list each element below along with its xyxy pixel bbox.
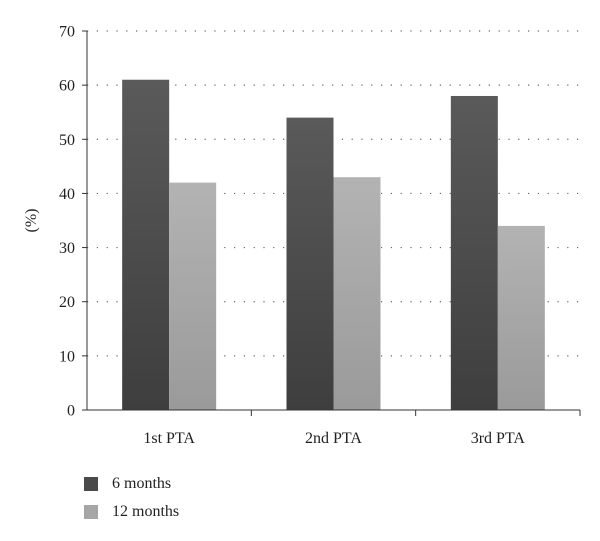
x-category-label: 3rd PTA [471, 430, 526, 447]
x-category-label: 1st PTA [143, 430, 195, 447]
y-axis-label: (%) [23, 209, 40, 233]
bar-12-months-1st-pta [169, 182, 217, 410]
bars [122, 79, 545, 410]
legend-swatch-6-months [84, 477, 98, 491]
bar-6-months-1st-pta [122, 79, 170, 410]
axis-labels: 0 10 20 30 40 50 60 70 1st PTA 2nd PTA 3rd PTA [59, 24, 525, 448]
axes [82, 30, 581, 416]
y-tick-label: 20 [59, 294, 75, 311]
y-tick-label: 40 [59, 186, 75, 203]
bar-6-months-2nd-pta [286, 117, 334, 410]
y-tick-label: 10 [59, 348, 75, 365]
bar-6-months-3rd-pta [450, 95, 498, 410]
legend-swatch-12-months [84, 505, 98, 519]
y-tick-label: 30 [59, 240, 75, 257]
bar-12-months-2nd-pta [333, 177, 381, 410]
y-tick-label: 70 [59, 24, 75, 41]
legend-item-12-months: 12 months [84, 500, 179, 524]
legend-label-6-months: 6 months [112, 475, 172, 492]
y-tick-label: 50 [59, 132, 75, 149]
x-category-label: 2nd PTA [305, 430, 362, 447]
legend-item-6-months: 6 months [84, 472, 179, 496]
legend: 6 months 12 months [84, 472, 179, 528]
legend-label-12-months: 12 months [112, 503, 180, 520]
bar-12-months-3rd-pta [497, 225, 545, 410]
y-tick-label: 60 [59, 78, 75, 95]
y-tick-label: 0 [67, 403, 75, 420]
